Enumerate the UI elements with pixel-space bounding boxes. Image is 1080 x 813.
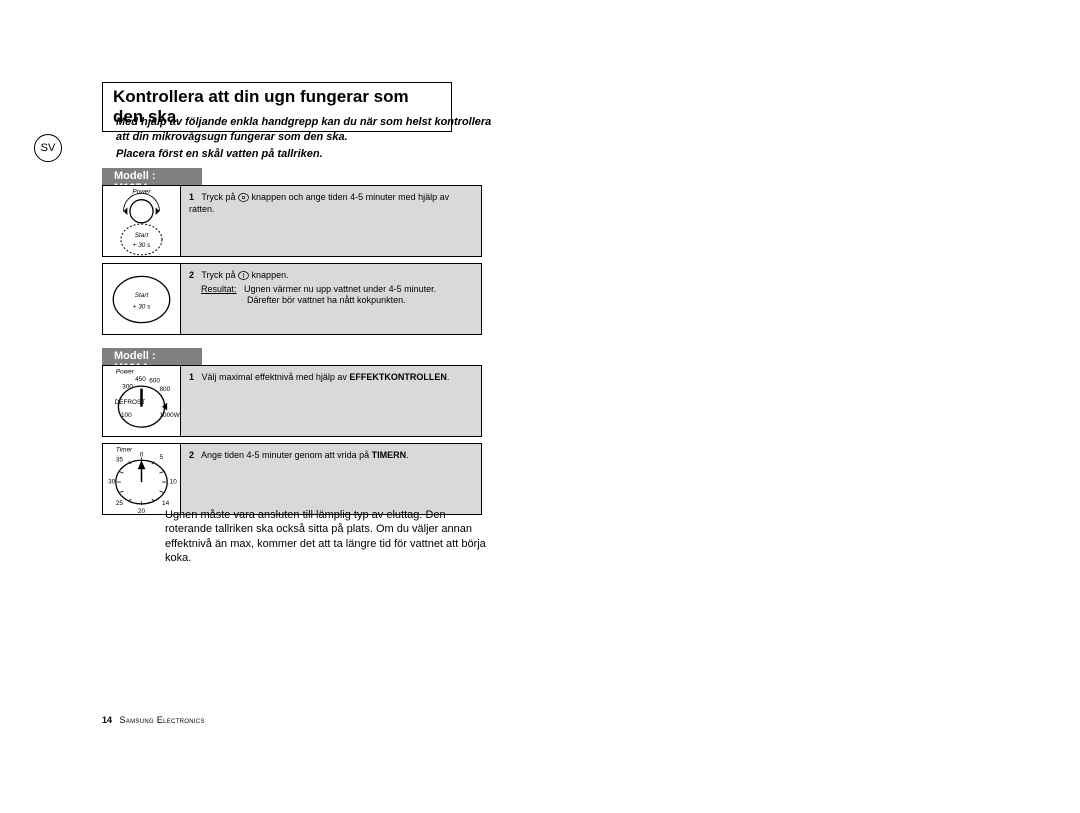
result-label: Resultat: bbox=[201, 284, 237, 294]
intro-text: Med hjälp av följande enkla handgrepp ka… bbox=[116, 115, 496, 145]
step-prefix: Tryck på bbox=[201, 192, 238, 202]
step-suffix: knappen. bbox=[252, 270, 289, 280]
m1914-step1: Power 100 DEFROST 300 450 600 800 1000W … bbox=[102, 365, 482, 437]
footer-note: Ugnen måste vara ansluten till lämplig t… bbox=[165, 508, 495, 565]
power-button-inline-icon bbox=[238, 193, 249, 202]
svg-text:Start: Start bbox=[135, 291, 149, 298]
svg-text:0: 0 bbox=[140, 451, 144, 458]
start-button-inline-icon bbox=[238, 271, 249, 280]
svg-text:10: 10 bbox=[170, 478, 178, 485]
svg-text:DEFROST: DEFROST bbox=[115, 399, 146, 406]
m1914-step2-text: 2 Ange tiden 4-5 minuter genom att vrida… bbox=[181, 444, 481, 514]
svg-text:25: 25 bbox=[116, 500, 124, 507]
svg-text:1000W: 1000W bbox=[159, 411, 180, 418]
m1974-step1: Power Start + 30 s 1 Tryck på knappen oc… bbox=[102, 185, 482, 257]
manual-page: SV Kontrollera att din ugn fungerar som … bbox=[0, 0, 1080, 813]
svg-text:35: 35 bbox=[116, 456, 124, 463]
step-text-part: Ange tiden 4-5 minuter genom att vrida p… bbox=[201, 450, 372, 460]
svg-text:300: 300 bbox=[122, 383, 133, 390]
svg-text:14: 14 bbox=[162, 500, 170, 507]
svg-text:+ 30 s: + 30 s bbox=[133, 303, 151, 310]
svg-text:100: 100 bbox=[121, 411, 132, 418]
step-number: 1 bbox=[189, 192, 199, 204]
language-badge: SV bbox=[34, 134, 62, 162]
power-knob-icon: Power 100 DEFROST 300 450 600 800 1000W bbox=[103, 366, 181, 436]
subintro-text: Placera först en skål vatten på tallrike… bbox=[116, 148, 323, 160]
result-text-2: Därefter bör vattnet ha nått kokpunkten. bbox=[247, 295, 406, 305]
svg-text:30: 30 bbox=[108, 478, 116, 485]
svg-text:20: 20 bbox=[138, 507, 146, 514]
language-badge-text: SV bbox=[41, 142, 56, 154]
svg-text:Timer: Timer bbox=[116, 446, 133, 453]
step-number: 2 bbox=[189, 270, 199, 282]
m1974-step2-text: 2 Tryck på knappen. Resultat: Ugnen värm… bbox=[181, 264, 481, 334]
timer-knob-icon: Timer bbox=[103, 444, 181, 514]
m1974-step1-text: 1 Tryck på knappen och ange tiden 4-5 mi… bbox=[181, 186, 481, 256]
footer-brand: Samsung Electronics bbox=[120, 715, 205, 725]
svg-text:Start: Start bbox=[135, 231, 149, 238]
svg-text:Power: Power bbox=[116, 368, 135, 375]
svg-text:+ 30 s: + 30 s bbox=[133, 242, 151, 249]
svg-text:450: 450 bbox=[135, 375, 146, 382]
step-text-tail: . bbox=[406, 450, 409, 460]
svg-text:800: 800 bbox=[159, 386, 170, 393]
page-number: 14 bbox=[102, 715, 112, 725]
result-text-1: Ugnen värmer nu upp vattnet under 4-5 mi… bbox=[244, 284, 436, 294]
m1974-step2: Start + 30 s 2 Tryck på knappen. Resulta… bbox=[102, 263, 482, 335]
m1914-step1-text: 1 Välj maximal effektnivå med hjälp av E… bbox=[181, 366, 481, 436]
step-text-part: Välj maximal effektnivå med hjälp av bbox=[202, 372, 350, 382]
step-number: 1 bbox=[189, 372, 199, 384]
start-dial-icon: Start + 30 s bbox=[103, 264, 181, 334]
page-footer: 14 Samsung Electronics bbox=[102, 715, 205, 725]
step-text-bold: TIMERN bbox=[372, 450, 407, 460]
step-text-tail: . bbox=[447, 372, 450, 382]
svg-text:5: 5 bbox=[159, 453, 163, 460]
step-text-bold: EFFEKTKONTROLLEN bbox=[349, 372, 447, 382]
step-prefix: Tryck på bbox=[201, 270, 238, 280]
m1914-step2: Timer bbox=[102, 443, 482, 515]
step-number: 2 bbox=[189, 450, 199, 462]
svg-text:600: 600 bbox=[149, 377, 160, 384]
power-dial-icon: Power Start + 30 s bbox=[103, 186, 181, 256]
